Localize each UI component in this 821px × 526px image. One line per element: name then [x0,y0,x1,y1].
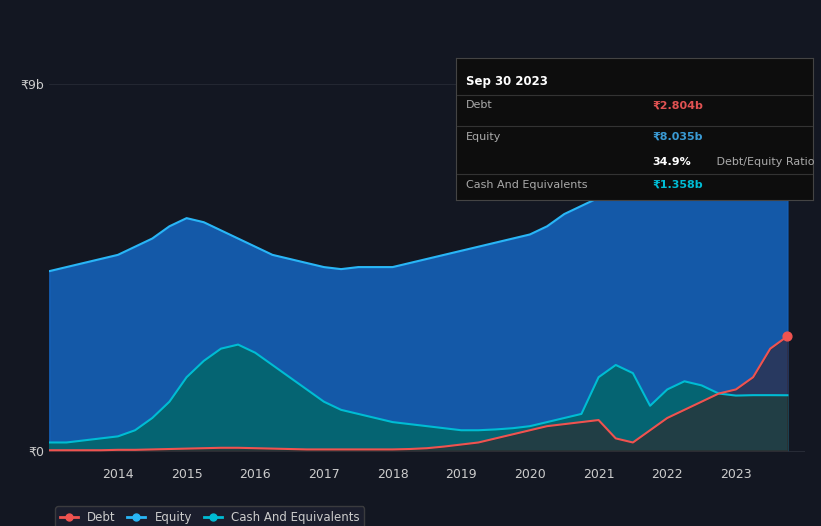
Text: ₹2.804b: ₹2.804b [652,100,703,110]
Text: Cash And Equivalents: Cash And Equivalents [466,180,588,190]
Text: 34.9%: 34.9% [652,157,690,167]
Text: Equity: Equity [466,132,502,141]
Legend: Debt, Equity, Cash And Equivalents: Debt, Equity, Cash And Equivalents [55,507,365,526]
Text: Debt: Debt [466,100,493,110]
Text: Sep 30 2023: Sep 30 2023 [466,75,548,88]
Text: ₹1.358b: ₹1.358b [652,180,703,190]
Point [781,119,794,127]
Point [781,332,794,340]
Text: ₹8.035b: ₹8.035b [652,132,703,141]
Text: Debt/Equity Ratio: Debt/Equity Ratio [713,157,814,167]
